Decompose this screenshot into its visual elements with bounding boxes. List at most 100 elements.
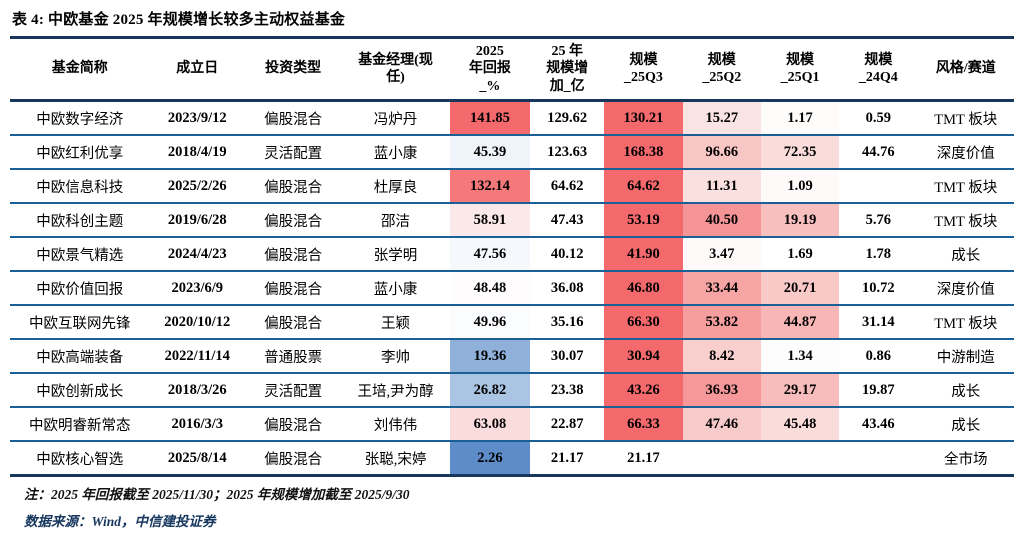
table-header-row: 基金简称 成立日 投资类型 基金经理(现 任) 2025 年回报 _% 25 年 规模增 … (10, 37, 1014, 102)
table-cell: 21.17 (604, 440, 683, 476)
table-cell: 全市场 (917, 440, 1014, 476)
table-cell: 偏股混合 (244, 304, 342, 339)
table-row: 中欧价值回报 2023/6/9 偏股混合 蓝小康 48.48 36.08 46.80 33.4… (10, 270, 1014, 305)
table-cell: 30.07 (530, 338, 605, 373)
table-cell: 19.87 (839, 372, 918, 407)
table-cell: 47.56 (449, 236, 531, 271)
table-cell: 48.48 (449, 270, 531, 305)
column-header: 25 年 规模增 加_亿 (530, 37, 605, 102)
table-cell: 20.71 (760, 270, 840, 305)
table-cell: 44.87 (760, 304, 840, 339)
table-cell: 中欧红利优享 (10, 134, 150, 169)
table-cell: 49.96 (449, 304, 531, 339)
table-cell: 19.36 (449, 338, 531, 373)
table-cell: 2023/6/9 (149, 270, 245, 305)
table-cell: 19.19 (760, 202, 840, 237)
table-row: 中欧信息科技 2025/2/26 偏股混合 杜厚良 132.14 64.62 64.62 11… (10, 168, 1014, 203)
table-cell: 中欧数字经济 (36, 111, 124, 128)
column-header: 2025 年回报 _% (449, 37, 531, 102)
table-cell: 23.38 (530, 372, 605, 407)
table-cell: 2023/9/12 (167, 109, 227, 126)
table-cell: 中游制造 (917, 338, 1014, 373)
table-cell: 邵洁 (341, 202, 450, 237)
table-title: 表 4: 中欧基金 2025 年规模增长较多主动权益基金 (12, 12, 346, 28)
table-cell: 冯炉丹 (373, 111, 418, 128)
table-cell: 10.72 (839, 270, 918, 305)
table-cell: 58.91 (449, 202, 531, 237)
table-cell: 36.93 (682, 372, 761, 407)
table-cell: 中欧创新成长 (10, 372, 150, 407)
table-cell: 130.21 (604, 100, 683, 135)
table-row: 中欧互联网先锋 2020/10/12 偏股混合 王颖 49.96 35.16 66.30 53… (10, 304, 1014, 339)
table-cell: 44.76 (839, 134, 918, 169)
table-row: 中欧创新成长 2018/3/26 灵活配置 王培,尹为醇 26.82 23.38 43.26… (10, 372, 1014, 407)
table-cell: 5.76 (839, 202, 918, 237)
table-cell: 中欧景气精选 (10, 236, 150, 271)
table-cell: 张学明 (341, 236, 450, 271)
column-header: 基金简称 (10, 37, 150, 102)
table-row: 中欧高端装备 2022/11/14 普通股票 李帅 19.36 30.07 30.94 8.4… (10, 338, 1014, 373)
table-cell: 中欧互联网先锋 (10, 304, 150, 339)
column-header: 规模 _25Q2 (682, 37, 761, 102)
column-header: 风格/赛道 (917, 37, 1014, 102)
table-cell: TMT 板块 (934, 111, 998, 128)
table-cell: 中欧明睿新常态 (10, 406, 150, 441)
table-cell: 偏股混合 (244, 202, 342, 237)
table-cell: 43.26 (604, 372, 683, 407)
table-cell: 141.85 (449, 100, 531, 135)
table-cell (839, 168, 918, 203)
table-cell: 1.09 (760, 168, 840, 203)
table-cell: 深度价值 (917, 134, 1014, 169)
column-header: 投资类型 (244, 37, 342, 102)
table-cell: 王培,尹为醇 (341, 372, 450, 407)
table-cell: 47.46 (682, 406, 761, 441)
table-cell: 29.17 (760, 372, 840, 407)
table-cell: 8.42 (682, 338, 761, 373)
table-cell: 1.17 (760, 100, 840, 135)
table-cell: 刘伟伟 (341, 406, 450, 441)
table-cell: 26.82 (449, 372, 531, 407)
column-header: 规模 _25Q1 (760, 37, 840, 102)
table-cell: 21.17 (530, 440, 605, 476)
table-row: 中欧核心智选 2025/8/14 偏股混合 张聪,宋婷 2.26 21.17 21.17 全市… (10, 440, 1014, 476)
table-row: 中欧景气精选 2024/4/23 偏股混合 张学明 47.56 40.12 41.90 3.4… (10, 236, 1014, 271)
table-cell: 36.08 (530, 270, 605, 305)
table-cell: 偏股混合 (244, 406, 342, 441)
table-cell: 168.38 (604, 134, 683, 169)
table-cell: 蓝小康 (341, 270, 450, 305)
table-cell: 40.12 (530, 236, 605, 271)
note-cutoff-dates: 注：2025 年回报截至 2025/11/30；2025 年规模增加截至 202… (24, 487, 410, 502)
data-source: 数据来源：Wind，中信建投证券 (24, 514, 216, 530)
table-cell (682, 440, 761, 476)
table-cell: 偏股混合 (244, 270, 342, 305)
table-cell: 杜厚良 (341, 168, 450, 203)
table-cell: 成长 (917, 372, 1014, 407)
column-header: 规模 _25Q3 (604, 37, 683, 102)
column-header: 基金经理(现 任) (341, 37, 450, 102)
table-cell: 3.47 (682, 236, 761, 271)
table-cell: TMT 板块 (917, 168, 1014, 203)
table-cell: 中欧价值回报 (10, 270, 150, 305)
table-cell: 成长 (917, 406, 1014, 441)
table-cell: 43.46 (839, 406, 918, 441)
table-cell: 2018/4/19 (149, 134, 245, 169)
table-row: 中欧数字经济 2023/9/12 偏股混合 冯炉丹 141.85 129.62 130.21… (10, 100, 1014, 135)
table-cell: 偏股混合 (244, 236, 342, 271)
table-notes: 注：2025 年回报截至 2025/11/30；2025 年规模增加截至 202… (24, 486, 1000, 531)
table-cell: 1.34 (760, 338, 840, 373)
table-cell: 中欧信息科技 (10, 168, 150, 203)
table-row: 中欧科创主题 2019/6/28 偏股混合 邵洁 58.91 47.43 53.19 40.5… (10, 202, 1014, 237)
table-cell: 0.86 (839, 338, 918, 373)
report-table-section: 表 4: 中欧基金 2025 年规模增长较多主动权益基金 基金简称 成立日 投资类型… (10, 12, 1014, 531)
table-cell: 41.90 (604, 236, 683, 271)
table-cell: 1.69 (760, 236, 840, 271)
table-cell: 66.30 (604, 304, 683, 339)
table-cell: 53.82 (682, 304, 761, 339)
table-cell: 15.27 (682, 100, 761, 135)
table-cell: 72.35 (760, 134, 840, 169)
table-cell: 64.62 (604, 168, 683, 203)
table-cell: 33.44 (682, 270, 761, 305)
table-cell: 普通股票 (244, 338, 342, 373)
column-header: 规模 _24Q4 (839, 37, 918, 102)
table-cell: 96.66 (682, 134, 761, 169)
